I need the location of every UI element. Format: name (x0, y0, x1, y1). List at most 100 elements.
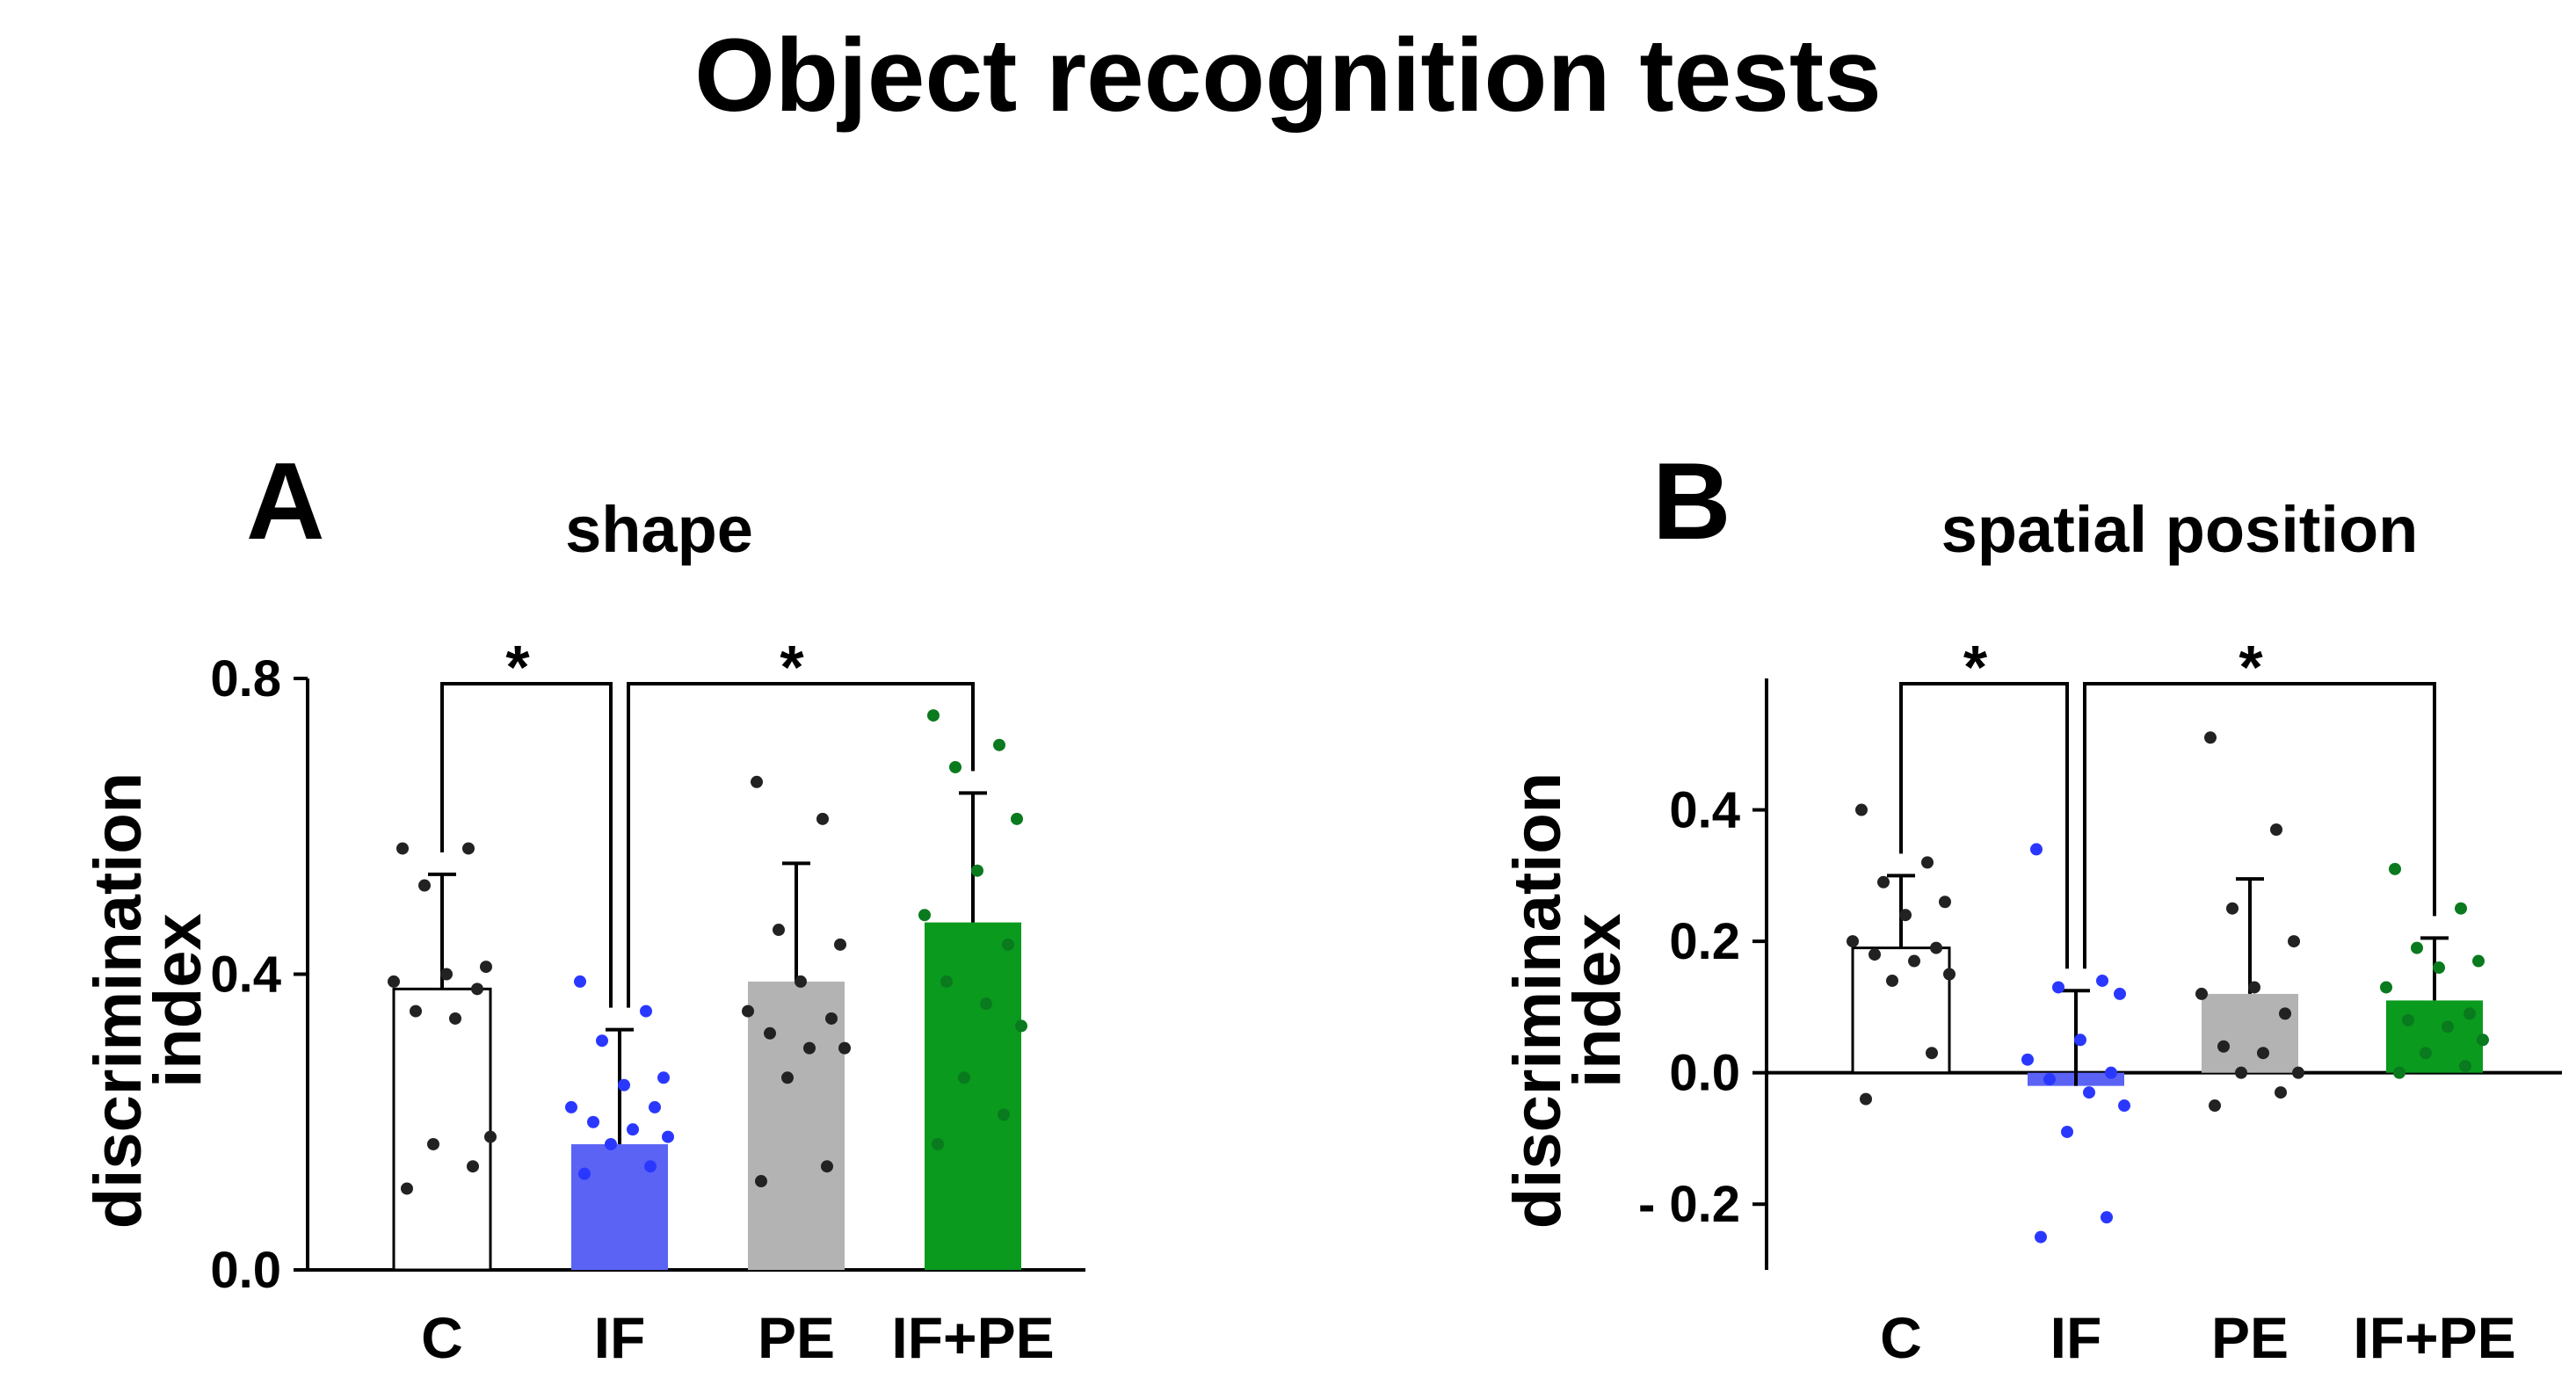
panel-b-y-label-line: discrimination (1500, 772, 1575, 1229)
panel-b-data-point (2226, 902, 2239, 915)
panel-b-letter: B (1652, 441, 1731, 562)
panel-b-significance-star: * (2239, 633, 2263, 701)
panel-a-data-point (462, 842, 475, 855)
panel-a-data-point (484, 1130, 497, 1143)
panel-b-subtitle: spatial position (1941, 493, 2419, 566)
panel-b-data-point (1877, 875, 1890, 888)
panel-b-x-tick-label: C (1880, 1305, 1922, 1370)
panel-a-data-point (980, 997, 992, 1011)
panel-a-data-point (401, 1182, 413, 1195)
panel-b-data-point (2420, 1047, 2432, 1060)
panel-b-data-point (2464, 1007, 2476, 1020)
panel-a-data-point (918, 909, 931, 922)
panel-a-data-point (574, 975, 586, 988)
panel-b-data-point (1899, 909, 1912, 922)
panel-b-data-point (2257, 1047, 2269, 1060)
panel-b-data-point (1908, 954, 1920, 968)
panel-b-data-point (2105, 1066, 2117, 1079)
panel-b-data-point (2459, 1060, 2471, 1073)
panel-b-data-point (2114, 987, 2126, 1000)
panel-b-data-point (2209, 1099, 2221, 1113)
panel-a-data-point (644, 1160, 657, 1173)
panel-b-data-point (2402, 1013, 2414, 1026)
panel-a-data-point (1002, 938, 1014, 951)
panel-b-data-point (1926, 1047, 1938, 1060)
panel-a-subtitle: shape (565, 493, 753, 566)
figure-title: Object recognition tests (694, 18, 1882, 134)
panel-b-data-point (2204, 731, 2217, 744)
panel-a-data-point (427, 1137, 439, 1150)
panel-a-data-point (764, 1026, 776, 1040)
panel-a-x-tick-label: C (421, 1305, 463, 1370)
panel-b-data-point (1943, 968, 1956, 981)
panel-b-data-point (2442, 1020, 2454, 1034)
panel-a-data-point (449, 1012, 461, 1025)
panel-b-significance-bracket (2083, 682, 2436, 969)
panel-a-data-point (410, 1004, 422, 1018)
panel-a-data-point (971, 864, 983, 877)
panel-a-data-point (795, 975, 807, 988)
panel-b-data-point (2411, 941, 2423, 954)
panel-a-y-tick-label: 0.4 (210, 946, 281, 1004)
panel-a-data-point (755, 1175, 767, 1188)
panel-b-data-point (1847, 935, 1859, 948)
panel-a-x-tick-label: IF+PE (891, 1305, 1054, 1370)
panel-a-data-point (440, 968, 453, 981)
panel-a-data-point (396, 842, 409, 855)
panel-a-data-point (803, 1041, 816, 1055)
panel-b-data-point (2061, 1125, 2073, 1138)
panel-b-data-point (2472, 954, 2485, 968)
panel-a-data-point (927, 709, 940, 722)
panel-b-data-point (2275, 1086, 2287, 1099)
panel-a-x-tick-label: IF (594, 1305, 646, 1370)
panel-b-data-point (1886, 974, 1898, 987)
panel-b-data-point (1855, 803, 1868, 816)
panel-a-data-point (578, 1167, 591, 1180)
panel-a-data-point (418, 879, 431, 892)
panel-b-x-tick-label: IF+PE (2353, 1305, 2515, 1370)
panel-b-data-point (2021, 1053, 2034, 1066)
panel-b-data-point (1869, 948, 1881, 961)
panel-b-data-point (2035, 1230, 2047, 1244)
panel-a-data-point (834, 938, 846, 951)
panel-a-data-point (618, 1078, 630, 1092)
panel-a-y-tick-label: 0.8 (210, 650, 281, 707)
panel-b-data-point (2217, 1040, 2230, 1053)
panel-a-data-point (742, 1004, 754, 1018)
panel-a-data-point (657, 1071, 670, 1084)
panel-a-significance-star: * (505, 633, 530, 701)
panel-b-y-tick-label: 0.2 (1669, 913, 1740, 970)
panel-a-significance-bracket (440, 682, 613, 1008)
panel-b-data-point (2030, 843, 2043, 856)
panel-b-y-tick-label: 0.4 (1669, 782, 1740, 839)
panel-a-y-tick-label: 0.0 (210, 1242, 281, 1299)
panel-a-chart: 0.0 0.4 0.8 discriminationindex C IF PE IF+PE * * (81, 633, 1085, 1370)
panel-a-data-point (751, 775, 763, 788)
panel-a-data-point (649, 1100, 661, 1113)
panel-a-data-point (993, 738, 1005, 751)
panel-b-data-point (1921, 856, 1934, 869)
panel-b-data-point (2195, 987, 2208, 1000)
panel-a-data-point (949, 760, 961, 773)
panel-a-bar-ifpluspe (925, 922, 1021, 1270)
panel-a-data-point (596, 1034, 608, 1048)
panel-a-data-point (940, 975, 953, 988)
panel-a-data-point (605, 1137, 617, 1150)
panel-b-data-point (2279, 1007, 2291, 1020)
panel-b-data-point (2043, 1073, 2056, 1086)
panel-a-data-point (471, 983, 483, 996)
panel-a-significance-bracket (627, 682, 975, 1008)
panel-a-bar-pe (748, 981, 845, 1270)
panel-a-bar-c (392, 987, 492, 1272)
panel-a-x-tick-label: PE (758, 1305, 835, 1370)
panel-b-data-point (2074, 1034, 2086, 1047)
panel-a-data-point (388, 975, 400, 988)
panel-a-y-label: discriminationindex (81, 772, 215, 1229)
panel-a-data-point (932, 1137, 944, 1150)
panel-b-data-point (2389, 862, 2401, 875)
panel-a-data-point (821, 1160, 833, 1173)
panel-a-y-label-line: discrimination (81, 772, 156, 1229)
panel-a-letter: A (246, 441, 325, 562)
panel-b-significance-bracket (1899, 682, 2069, 969)
panel-b-data-point (2270, 823, 2282, 836)
